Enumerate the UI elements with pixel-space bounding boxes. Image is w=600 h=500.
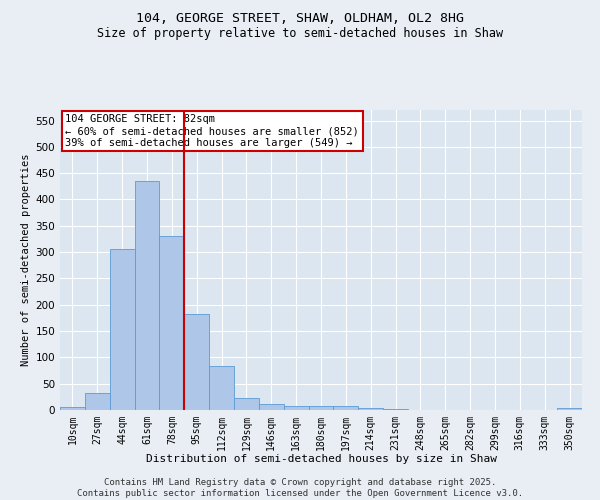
Bar bbox=[85, 393, 110, 410]
Bar bbox=[284, 406, 308, 410]
Bar bbox=[358, 408, 383, 410]
Y-axis label: Number of semi-detached properties: Number of semi-detached properties bbox=[21, 154, 31, 366]
Bar bbox=[308, 406, 334, 410]
Text: Size of property relative to semi-detached houses in Shaw: Size of property relative to semi-detach… bbox=[97, 28, 503, 40]
Bar bbox=[60, 408, 85, 410]
Text: Contains HM Land Registry data © Crown copyright and database right 2025.
Contai: Contains HM Land Registry data © Crown c… bbox=[77, 478, 523, 498]
Text: 104, GEORGE STREET, SHAW, OLDHAM, OL2 8HG: 104, GEORGE STREET, SHAW, OLDHAM, OL2 8H… bbox=[136, 12, 464, 26]
Bar bbox=[160, 236, 184, 410]
X-axis label: Distribution of semi-detached houses by size in Shaw: Distribution of semi-detached houses by … bbox=[146, 454, 497, 464]
Bar bbox=[259, 404, 284, 410]
Bar bbox=[110, 250, 134, 410]
Bar bbox=[334, 406, 358, 410]
Bar bbox=[209, 366, 234, 410]
Bar bbox=[234, 398, 259, 410]
Bar bbox=[134, 181, 160, 410]
Text: 104 GEORGE STREET: 82sqm
← 60% of semi-detached houses are smaller (852)
39% of : 104 GEORGE STREET: 82sqm ← 60% of semi-d… bbox=[65, 114, 359, 148]
Bar bbox=[184, 314, 209, 410]
Bar bbox=[557, 408, 582, 410]
